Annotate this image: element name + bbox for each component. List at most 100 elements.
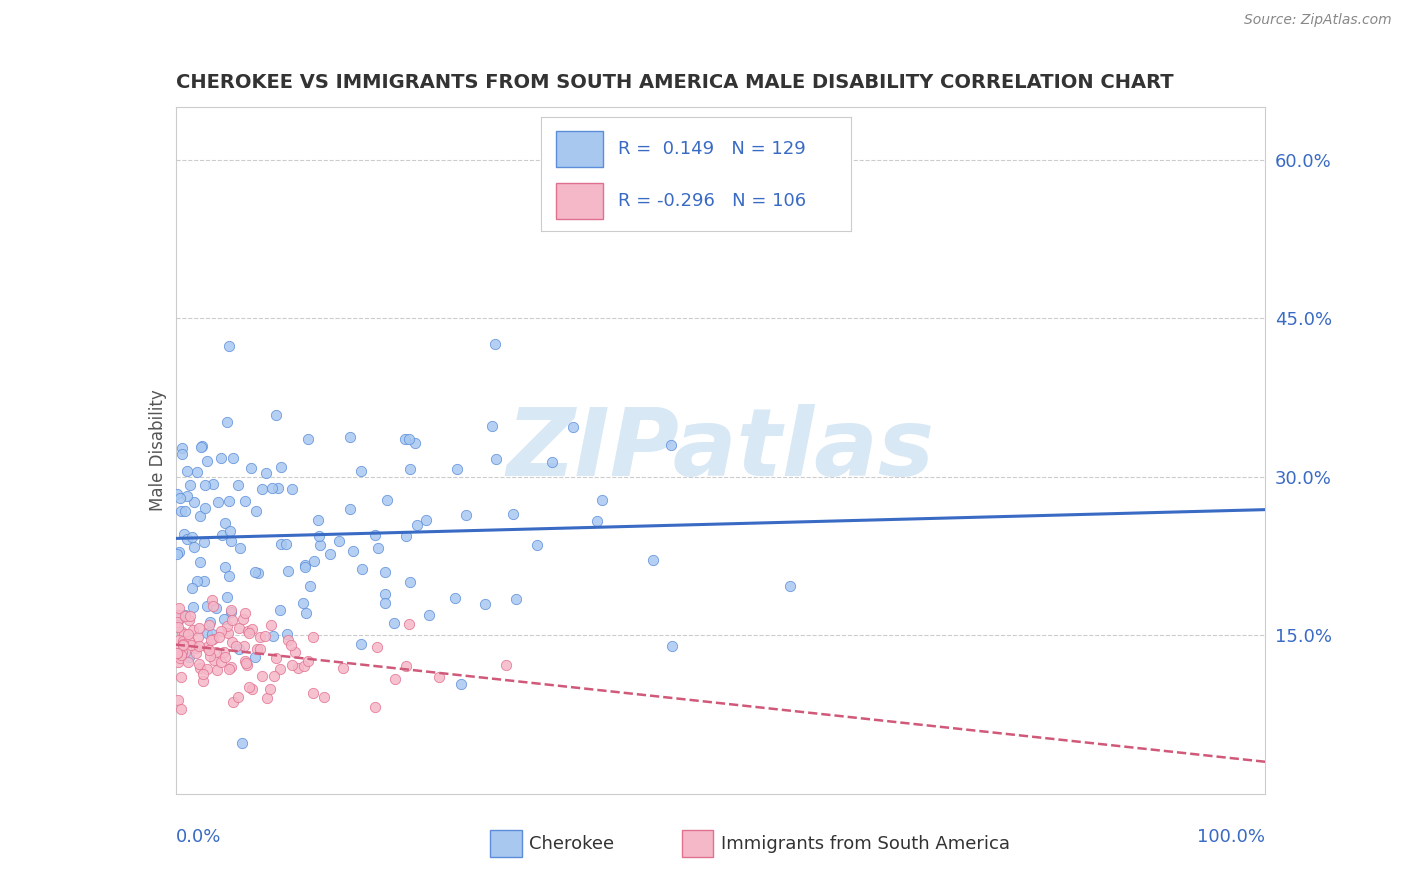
Y-axis label: Male Disability: Male Disability <box>149 390 167 511</box>
Point <box>659 438 682 452</box>
Point <box>254 467 277 481</box>
Point <box>307 513 329 527</box>
Point <box>212 612 235 626</box>
Point <box>188 639 211 653</box>
Point <box>415 512 437 526</box>
Point <box>217 415 239 429</box>
Point <box>270 537 292 551</box>
Point <box>191 666 214 681</box>
Point <box>284 645 307 659</box>
Point <box>318 547 340 561</box>
Point <box>474 597 496 611</box>
Point <box>404 436 426 450</box>
Point <box>170 624 193 639</box>
Point <box>221 613 243 627</box>
Point <box>188 661 211 675</box>
Point <box>246 566 269 580</box>
Point <box>188 555 211 569</box>
Point <box>218 494 240 508</box>
Point <box>586 514 609 528</box>
Point <box>228 641 250 656</box>
Point <box>172 634 194 648</box>
Point <box>214 649 236 664</box>
Point <box>201 477 224 491</box>
Text: 0.0%: 0.0% <box>176 828 221 847</box>
Point <box>395 529 418 543</box>
Point <box>218 662 240 676</box>
Point <box>339 502 361 516</box>
Point <box>240 682 263 697</box>
Point <box>173 527 195 541</box>
Point <box>201 593 224 607</box>
Point <box>172 638 194 652</box>
Point <box>167 632 190 647</box>
Point <box>211 528 233 542</box>
Point <box>186 465 208 479</box>
Point <box>219 524 242 538</box>
Point <box>364 528 387 542</box>
Point <box>302 630 325 644</box>
Point <box>212 645 235 659</box>
Point <box>218 569 240 583</box>
Point <box>200 632 222 647</box>
Point <box>232 639 254 653</box>
Point <box>302 553 325 567</box>
Point <box>194 501 217 516</box>
Point <box>181 599 204 614</box>
Point <box>228 621 250 635</box>
Point <box>398 432 420 446</box>
Point <box>481 419 503 434</box>
Point <box>384 673 406 687</box>
Point <box>240 622 263 636</box>
Point <box>193 673 215 688</box>
Point <box>444 591 467 605</box>
Point <box>256 691 278 706</box>
Point <box>308 529 330 543</box>
Point <box>166 646 188 660</box>
Point <box>243 650 266 665</box>
Point <box>186 574 208 588</box>
Point <box>540 455 562 469</box>
Point <box>297 432 319 446</box>
Point <box>170 670 193 684</box>
Point <box>172 637 194 651</box>
Point <box>235 606 257 620</box>
Point <box>591 493 613 508</box>
Point <box>495 657 517 672</box>
Point <box>235 494 257 508</box>
Point <box>176 533 198 547</box>
Point <box>266 408 288 422</box>
Point <box>186 640 208 655</box>
Point <box>166 693 188 707</box>
Point <box>177 649 200 664</box>
Point <box>262 481 284 495</box>
Point <box>221 605 243 619</box>
Point <box>198 618 221 632</box>
Point <box>276 627 298 641</box>
Point <box>174 608 197 623</box>
Point <box>505 591 527 606</box>
Point <box>259 681 281 696</box>
Point <box>217 619 239 633</box>
Point <box>277 632 299 647</box>
Point <box>169 491 191 505</box>
Point <box>314 690 336 704</box>
Point <box>446 462 468 476</box>
Point <box>245 504 267 518</box>
Point <box>280 639 302 653</box>
Point <box>308 538 330 552</box>
Point <box>235 656 257 670</box>
Point <box>328 533 350 548</box>
Point <box>169 612 191 626</box>
Point <box>352 562 374 576</box>
Point <box>191 439 214 453</box>
Point <box>169 650 191 665</box>
Point <box>179 614 201 628</box>
Point <box>238 680 260 694</box>
Point <box>259 618 281 632</box>
Point <box>193 574 215 589</box>
Point <box>233 654 256 668</box>
Point <box>207 495 229 509</box>
Point <box>367 541 389 556</box>
Point <box>218 338 240 352</box>
